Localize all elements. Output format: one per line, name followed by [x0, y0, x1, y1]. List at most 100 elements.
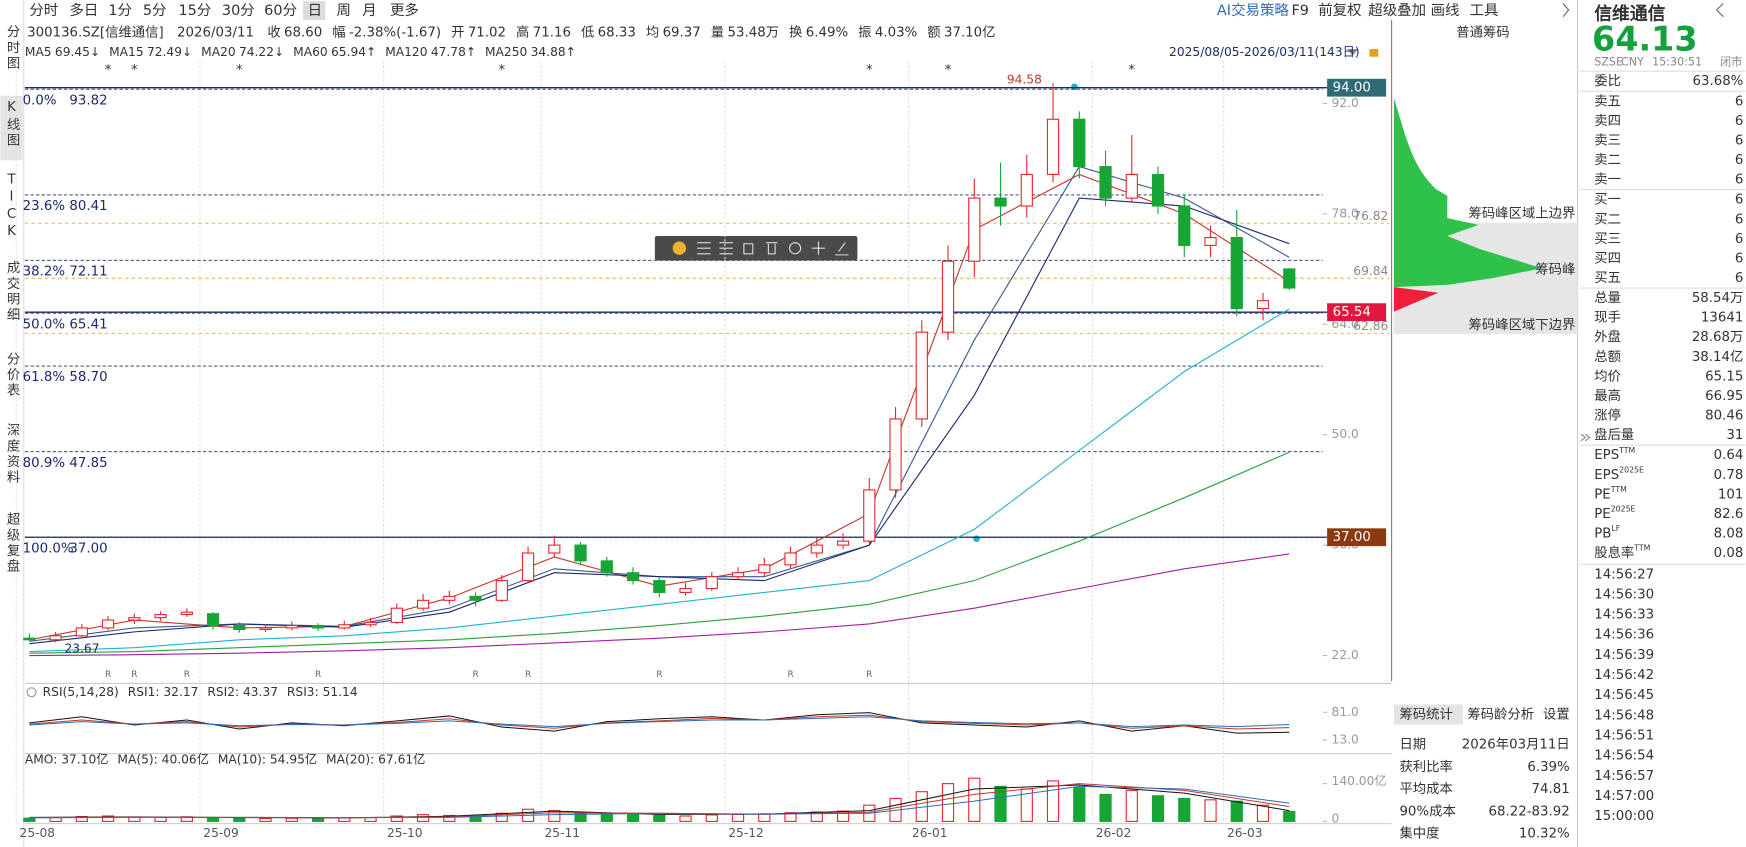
row-value: 38.14亿: [1692, 349, 1744, 365]
period-tab[interactable]: 15分: [178, 2, 211, 19]
nav-arrows[interactable]: [1562, 2, 1724, 18]
period-tab[interactable]: 日: [308, 3, 322, 19]
toolbar-button[interactable]: 前复权: [1318, 1, 1361, 19]
row-value: 6: [1735, 271, 1744, 286]
volume-ma: [29, 785, 1290, 819]
row-label-sup: TTM: [1633, 544, 1650, 553]
tick-time: 14:56:45: [1594, 688, 1654, 703]
side-nav-item[interactable]: 超级复盘: [4, 512, 20, 575]
dropdown-icon[interactable]: [1347, 48, 1359, 56]
side-nav-item[interactable]: K线图: [4, 100, 20, 148]
candle-body: [574, 544, 587, 562]
quote-date: 2026/03/11: [177, 25, 254, 40]
stats-tab[interactable]: 筹码龄分析: [1467, 706, 1534, 723]
period-tab[interactable]: 1分: [108, 2, 132, 19]
fib-price: 58.70: [69, 370, 107, 385]
candle-body: [1073, 118, 1086, 168]
side-nav-item[interactable]: 分时图: [4, 24, 20, 71]
row-label-sup: TTM: [1618, 446, 1635, 455]
side-nav-item[interactable]: 深度资料: [4, 423, 20, 486]
candle-body: [836, 540, 850, 546]
ma-line: [29, 553, 1290, 657]
tool-icons[interactable]: [697, 241, 849, 256]
toolbar-button[interactable]: 超级叠加: [1368, 2, 1426, 19]
row-label-text: 买二: [1594, 211, 1621, 227]
row-label-text: 涨停: [1594, 407, 1621, 424]
legend-entry: MA(20): 67.61亿: [326, 752, 425, 767]
tick-time: 14:57:00: [1594, 789, 1654, 804]
row-label-text: 外盘: [1594, 328, 1621, 345]
period-tab[interactable]: 60分: [264, 2, 297, 19]
lock-icon[interactable]: [1369, 48, 1379, 57]
row-value: 6: [1735, 232, 1744, 247]
row-label: 盘后量: [1594, 426, 1634, 443]
candle-body: [206, 613, 220, 627]
y-tick-label: 50.0: [1332, 427, 1359, 441]
period-tab[interactable]: 周: [337, 3, 351, 19]
toolbar-button[interactable]: 工具: [1470, 3, 1499, 19]
side-nav-item[interactable]: 成交明细: [4, 260, 20, 323]
row-label: 买一: [1594, 192, 1621, 208]
period-tab[interactable]: 多日: [69, 2, 98, 19]
volume-bar: [1125, 789, 1138, 822]
collapse-icon[interactable]: [1580, 433, 1591, 442]
fib-pct: 100.0%: [23, 541, 74, 556]
volume-bar: [416, 814, 430, 822]
event-mark: *: [131, 63, 138, 78]
stats-label: 获利比率: [1399, 758, 1452, 775]
quote-label: 均: [646, 24, 659, 40]
tick-time: 14:56:42: [1594, 668, 1654, 683]
event-mark: R: [787, 670, 793, 680]
legend-entry: MA(5): 40.06亿: [117, 752, 209, 767]
low-label: 23.67: [64, 642, 99, 656]
fib-price: 93.82: [69, 93, 107, 108]
x-tick-label: 25-12: [728, 826, 764, 840]
stats-tab[interactable]: 筹码统计: [1399, 706, 1452, 723]
candle-body: [338, 624, 351, 629]
row-value: 66.95: [1705, 389, 1743, 404]
volume-bar: [994, 785, 1007, 822]
quote-meta: SZSE: [1594, 55, 1623, 68]
tick-time: 14:56:54: [1594, 749, 1654, 764]
stock-code: 300136.SZ[信维通信]: [27, 24, 164, 40]
stats-tab[interactable]: 设置: [1543, 707, 1570, 723]
toolbar-button[interactable]: AI交易策略: [1217, 1, 1290, 19]
row-label-text: 股息率: [1594, 544, 1634, 561]
row-label-text: 买一: [1594, 192, 1621, 208]
quote-meta: CNY: [1621, 55, 1644, 68]
period-tab[interactable]: 更多: [390, 2, 419, 19]
toolbar-button[interactable]: F9: [1291, 3, 1309, 19]
period-tab[interactable]: 月: [362, 3, 376, 19]
quote-label: 收: [267, 24, 280, 40]
candle-body: [600, 560, 613, 574]
candle-body: [23, 637, 36, 641]
row-value: 6: [1735, 114, 1744, 129]
row-label: 卖二: [1594, 152, 1621, 168]
fib-pct: 38.2%: [23, 264, 65, 279]
quote-value: 71.02: [468, 25, 506, 40]
fib-pct: 50.0%: [23, 317, 65, 332]
color-icon[interactable]: [672, 241, 687, 255]
row-label: PETTM: [1594, 485, 1627, 502]
row-label: PE2025E: [1594, 505, 1635, 522]
quote-value: 4.03%: [875, 25, 917, 40]
candle-body: [180, 611, 193, 616]
candle-body: [1020, 173, 1033, 207]
side-nav-item[interactable]: 分价表: [4, 351, 20, 398]
period-tab[interactable]: 5分: [143, 2, 167, 19]
tick-time: 14:56:33: [1594, 608, 1654, 623]
help-icon[interactable]: [26, 687, 37, 698]
toolbar-button[interactable]: 画线: [1431, 2, 1460, 19]
volume-bar: [548, 810, 561, 822]
volume-bar: [75, 815, 88, 822]
drawing-toolbar[interactable]: [654, 235, 858, 261]
side-nav-item[interactable]: TICK: [4, 173, 19, 242]
tick-time: 14:56:27: [1594, 567, 1654, 582]
period-tab[interactable]: 30分: [222, 2, 255, 19]
quote-label: 低: [581, 24, 594, 40]
period-tab[interactable]: 分时: [29, 2, 58, 19]
row-value: 0.08: [1714, 546, 1744, 561]
price-tag: [1327, 303, 1387, 322]
volume-bar: [1204, 799, 1217, 822]
